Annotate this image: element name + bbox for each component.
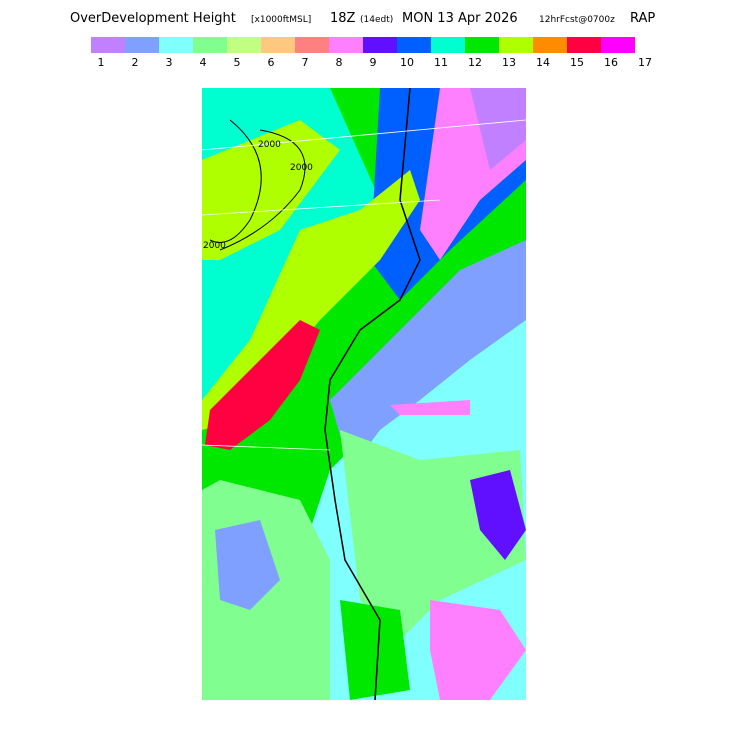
contour-label: 2000 bbox=[203, 241, 226, 251]
legend-swatch bbox=[465, 37, 499, 53]
legend-label: 11 bbox=[434, 56, 448, 69]
legend-label: 1 bbox=[98, 56, 105, 69]
field-8c bbox=[430, 600, 526, 700]
contour-label: 2000 bbox=[290, 163, 313, 173]
forecast: 12hrFcst@0700z bbox=[539, 15, 615, 25]
legend-swatch bbox=[397, 37, 431, 53]
valid: 18Z bbox=[330, 11, 356, 26]
field-9 bbox=[470, 470, 526, 560]
legend-swatch bbox=[91, 37, 125, 53]
legend-swatch bbox=[295, 37, 329, 53]
legend-label: 17 bbox=[638, 56, 652, 69]
field-2 bbox=[215, 520, 280, 610]
date: MON 13 Apr 2026 bbox=[402, 11, 518, 26]
legend-swatch bbox=[125, 37, 159, 53]
title-text: OverDevelopment Height bbox=[70, 11, 236, 26]
field-12b bbox=[340, 600, 410, 700]
legend-label: 5 bbox=[234, 56, 241, 69]
field-15 bbox=[205, 320, 320, 450]
map: 2000 2000 2000 bbox=[202, 88, 526, 700]
model: RAP bbox=[630, 11, 655, 26]
legend-label: 6 bbox=[268, 56, 275, 69]
legend-swatch bbox=[193, 37, 227, 53]
legend-label: 8 bbox=[336, 56, 343, 69]
legend-label: 9 bbox=[370, 56, 377, 69]
legend-swatch bbox=[227, 37, 261, 53]
field-13 bbox=[202, 120, 340, 260]
legend-label: 10 bbox=[400, 56, 414, 69]
legend-swatch bbox=[567, 37, 601, 53]
legend-label: 12 bbox=[468, 56, 482, 69]
contour bbox=[209, 119, 262, 243]
legend-swatch bbox=[431, 37, 465, 53]
legend-label: 3 bbox=[166, 56, 173, 69]
legend-label: 13 bbox=[502, 56, 516, 69]
field-1 bbox=[470, 88, 526, 170]
legend-swatch bbox=[601, 37, 635, 53]
legend-label: 7 bbox=[302, 56, 309, 69]
legend-swatch bbox=[329, 37, 363, 53]
units: [x1000ftMSL] bbox=[251, 15, 311, 25]
legend-label: 4 bbox=[200, 56, 207, 69]
legend-swatch bbox=[533, 37, 567, 53]
legend-label: 15 bbox=[570, 56, 584, 69]
legend-label: 16 bbox=[604, 56, 618, 69]
legend: 1 2 3 4 5 6 7 8 9 10 11 12 13 14 15 16 17 bbox=[91, 37, 652, 69]
contour bbox=[219, 129, 306, 251]
legend-swatch bbox=[261, 37, 295, 53]
title: OverDevelopment Height [x1000ftMSL] 18Z … bbox=[70, 11, 655, 26]
valid-local: (14edt) bbox=[360, 15, 393, 25]
legend-swatch bbox=[159, 37, 193, 53]
state-border bbox=[202, 119, 526, 451]
contour-label: 2000 bbox=[258, 140, 281, 150]
legend-label: 2 bbox=[132, 56, 139, 69]
legend-label: 14 bbox=[536, 56, 550, 69]
coastline bbox=[324, 88, 421, 700]
field-8b bbox=[390, 400, 470, 415]
field-2b bbox=[330, 240, 526, 470]
legend-swatch bbox=[499, 37, 533, 53]
legend-swatch bbox=[363, 37, 397, 53]
